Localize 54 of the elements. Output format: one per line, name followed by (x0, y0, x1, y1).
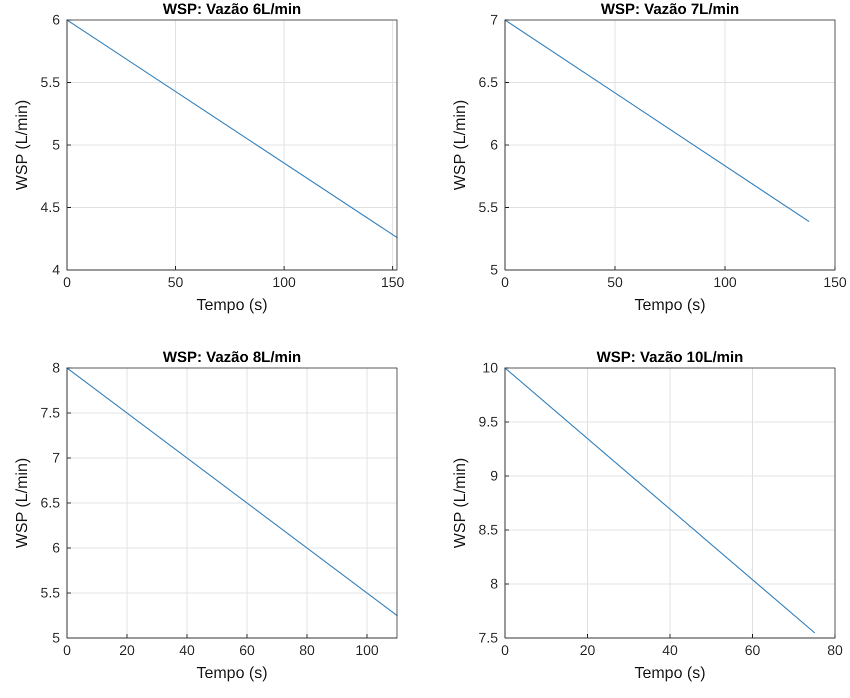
x-tick-label: 100 (355, 642, 379, 658)
x-axis-title: Tempo (s) (196, 665, 268, 682)
y-tick-label: 6.5 (478, 74, 498, 90)
y-tick-label: 8 (52, 359, 60, 376)
y-tick-label: 6 (490, 136, 498, 152)
x-axis-title: Tempo (s) (634, 297, 706, 314)
chart-title: WSP: Vazão 6L/min (162, 1, 302, 18)
x-tick-label: 0 (63, 642, 72, 658)
x-tick-label: 80 (827, 642, 843, 658)
y-tick-label: 8 (490, 575, 498, 592)
y-tick-label: 7.5 (478, 629, 498, 646)
x-tick-label: 40 (179, 642, 195, 658)
x-tick-label: 150 (380, 274, 405, 290)
y-tick-label: 4 (52, 261, 60, 278)
y-tick-label: 7 (490, 11, 498, 28)
x-tick-label: 60 (239, 642, 255, 658)
chart-title: WSP: Vazão 10L/min (596, 349, 744, 366)
x-tick-label: 100 (713, 274, 737, 290)
chart-title: WSP: Vazão 7L/min (600, 1, 740, 18)
y-axis-title: WSP (L/min) (452, 100, 469, 190)
x-tick-label: 100 (272, 274, 296, 290)
y-tick-label: 5.5 (478, 198, 498, 215)
x-tick-label: 150 (823, 274, 847, 290)
x-tick-label: 20 (119, 642, 135, 658)
y-tick-label: 7 (52, 449, 60, 466)
y-tick-label: 6.5 (40, 494, 60, 510)
x-axis-title: Tempo (s) (634, 665, 706, 682)
x-tick-label: 0 (501, 642, 510, 658)
y-tick-label: 6 (52, 539, 60, 556)
y-tick-label: 5.5 (40, 584, 60, 600)
chart-title: WSP: Vazão 8L/min (162, 349, 302, 366)
y-axis-title: WSP (L/min) (14, 100, 31, 190)
x-tick-label: 40 (662, 642, 678, 658)
x-tick-label: 20 (580, 642, 596, 658)
y-tick-label: 5 (52, 629, 60, 646)
y-tick-label: 5.5 (40, 74, 60, 90)
y-tick-label: 7.5 (40, 404, 60, 420)
x-tick-label: 60 (744, 642, 760, 658)
x-tick-label: 50 (168, 274, 184, 290)
y-tick-label: 5 (52, 136, 60, 152)
y-tick-label: 10 (482, 359, 498, 376)
x-tick-label: 0 (63, 274, 72, 290)
y-tick-label: 9.5 (478, 413, 498, 430)
y-tick-label: 8.5 (478, 521, 498, 538)
x-axis-title: Tempo (s) (196, 297, 268, 314)
y-tick-label: 4.5 (40, 198, 60, 215)
x-tick-label: 50 (607, 274, 623, 290)
x-tick-label: 80 (299, 642, 315, 658)
y-tick-label: 9 (490, 467, 498, 484)
x-tick-label: 0 (501, 274, 510, 290)
y-axis-title: WSP (L/min) (452, 458, 469, 548)
y-tick-label: 6 (52, 11, 60, 28)
y-tick-label: 5 (490, 261, 498, 278)
y-axis-title: WSP (L/min) (14, 458, 31, 548)
